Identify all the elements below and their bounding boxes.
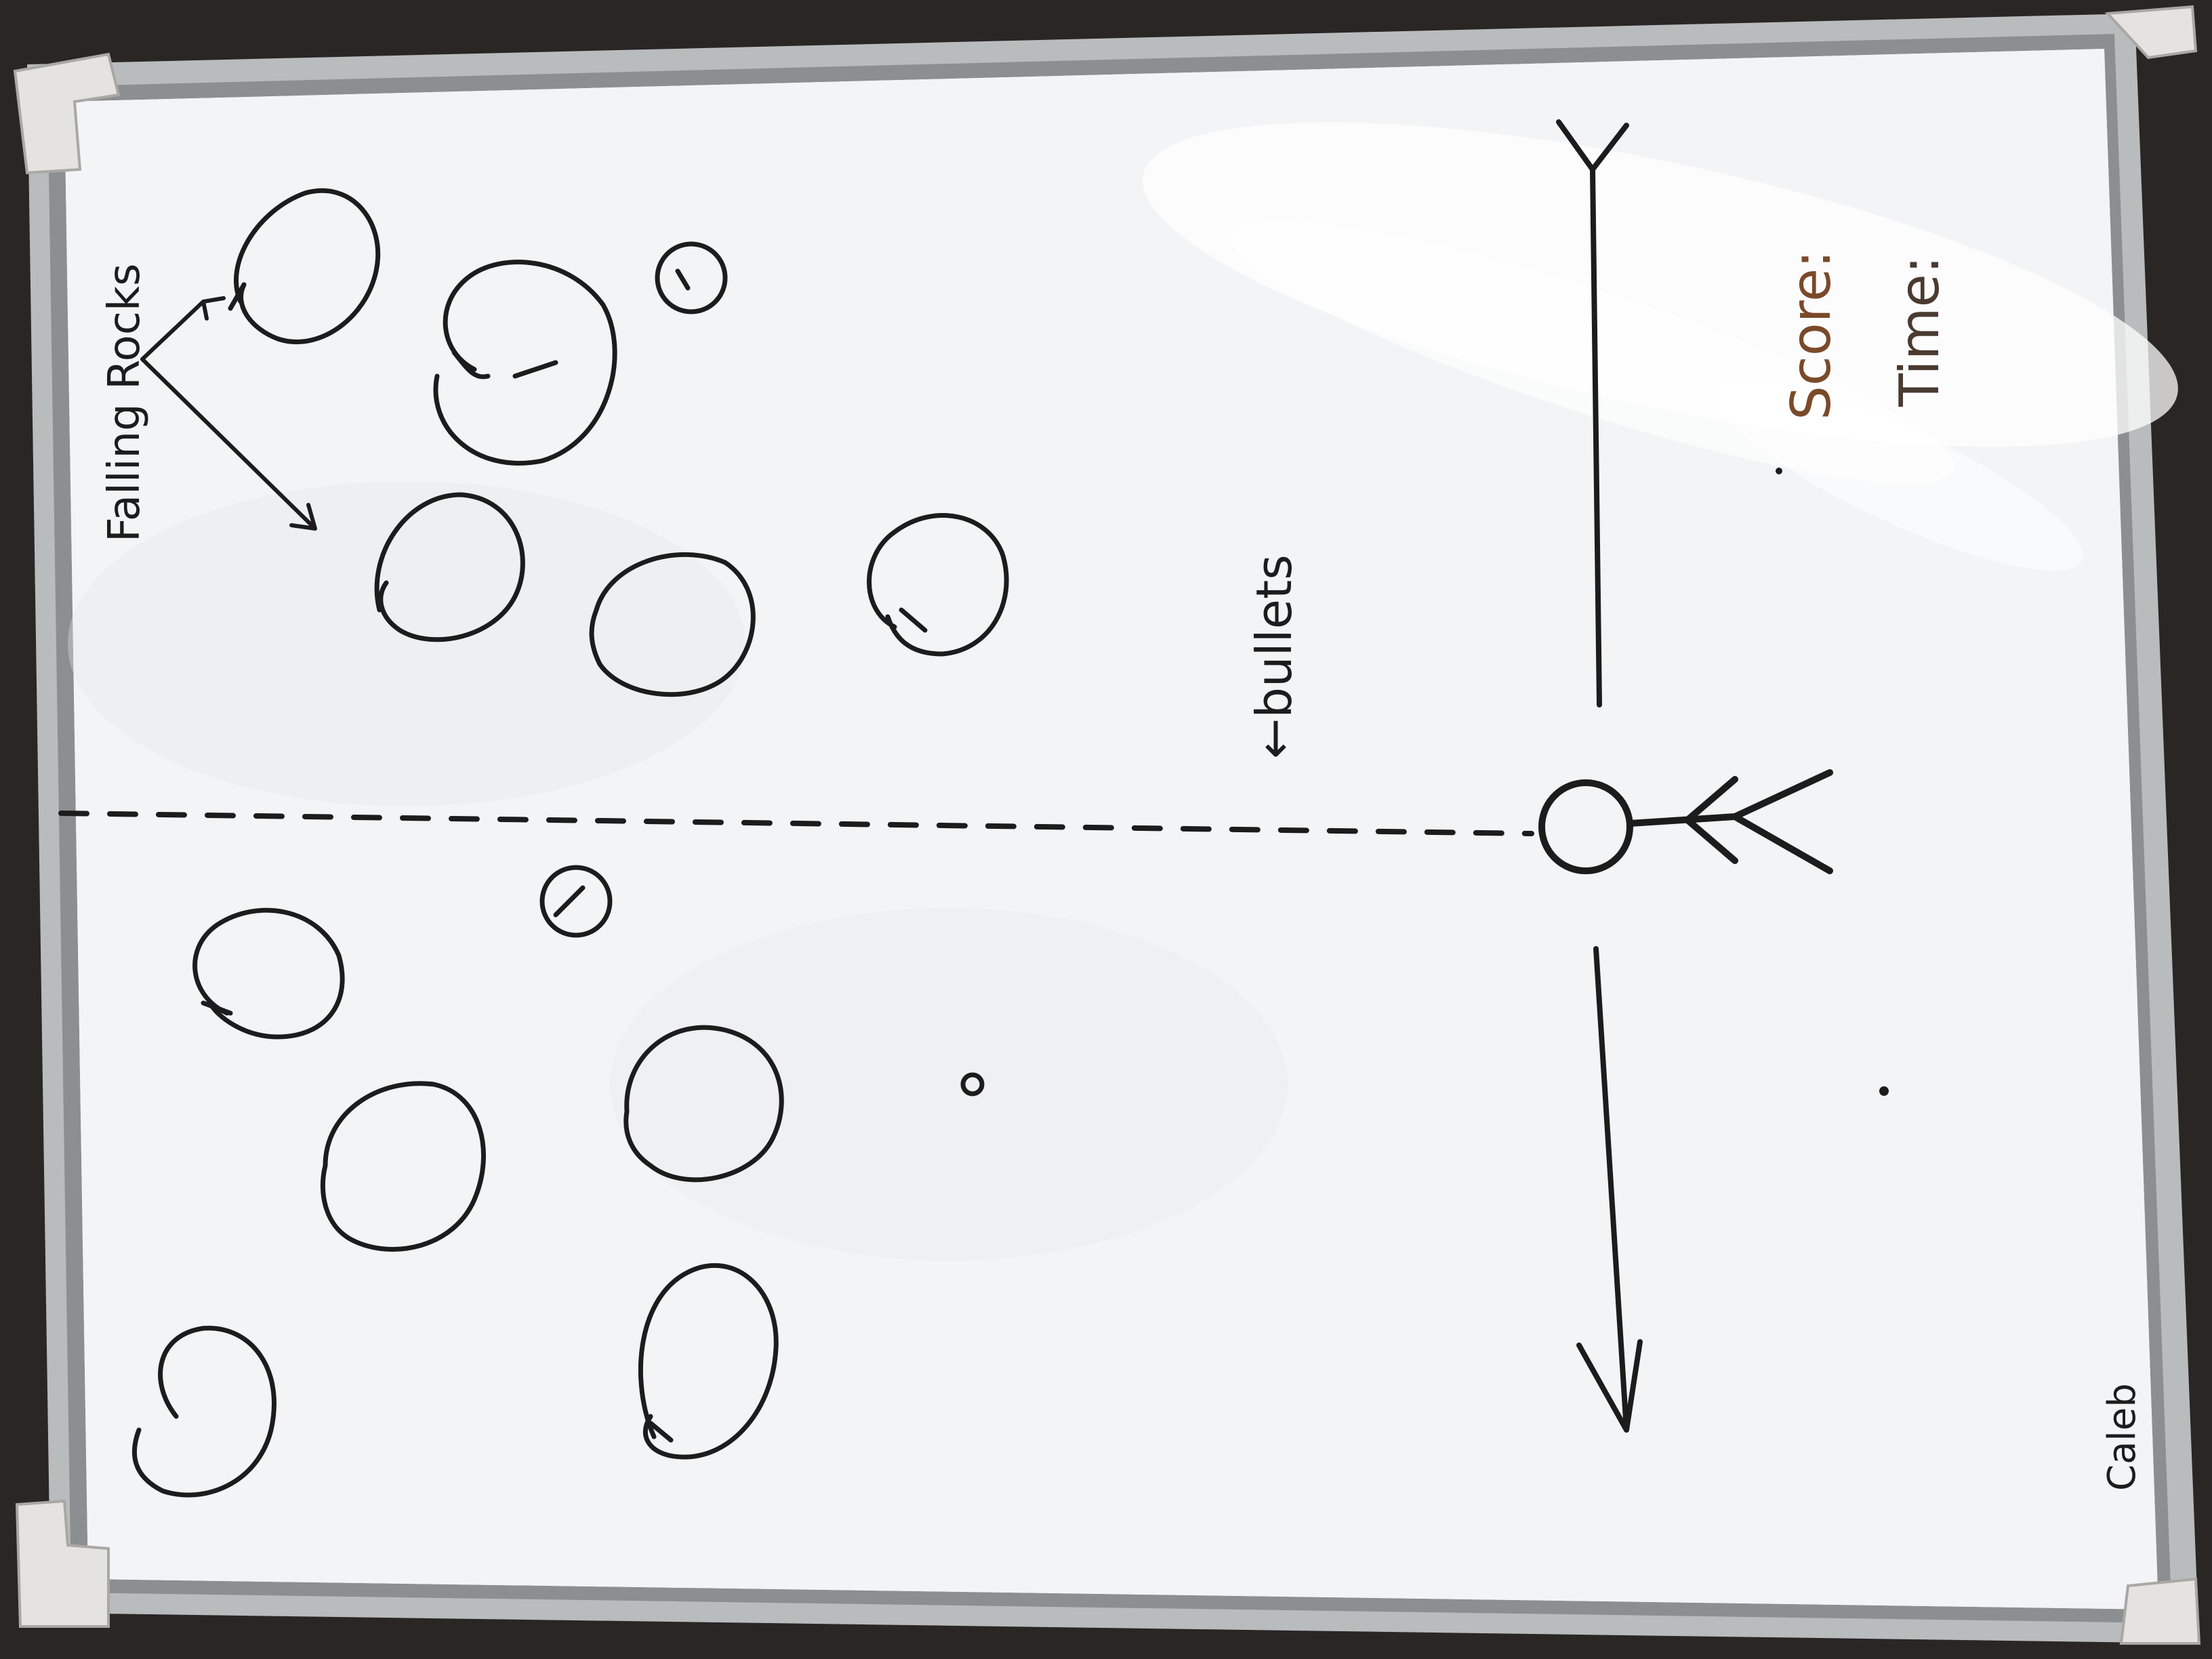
rock xyxy=(131,1326,276,1498)
rock xyxy=(638,1263,779,1460)
rock xyxy=(539,865,613,938)
time-label: Time: xyxy=(1888,255,1951,407)
board-surface xyxy=(64,49,2178,1610)
author-signature: Caleb xyxy=(2100,1383,2144,1491)
rock xyxy=(960,1072,985,1097)
falling-rocks-label: Falling Rocks xyxy=(100,264,150,542)
rock-mark xyxy=(201,268,928,1443)
rock xyxy=(374,492,525,642)
arrow-right xyxy=(1576,946,1643,1433)
rock xyxy=(192,907,345,1040)
glare xyxy=(1143,122,2178,447)
falling-rocks-annotation: Falling Rocks xyxy=(100,264,317,542)
bullets-label: ←bullets xyxy=(1246,554,1303,759)
arrow-left xyxy=(1556,119,1629,708)
rock xyxy=(320,1081,486,1252)
corner-caps xyxy=(13,5,2201,1645)
hud-labels: Score: Time: xyxy=(1780,250,1951,420)
annotation-arrows xyxy=(140,296,317,531)
bullet-trail xyxy=(58,811,1534,836)
rock xyxy=(589,552,756,697)
player-stick-figure xyxy=(1538,769,1833,874)
stray-marks xyxy=(1776,468,1889,1096)
rock xyxy=(433,260,617,466)
rock xyxy=(655,241,728,314)
falling-rocks xyxy=(131,188,1009,1498)
movement-arrows xyxy=(1556,119,1643,1433)
rock xyxy=(233,188,381,344)
score-label: Score: xyxy=(1780,250,1843,420)
rock xyxy=(623,1025,784,1183)
rock xyxy=(867,513,1009,657)
